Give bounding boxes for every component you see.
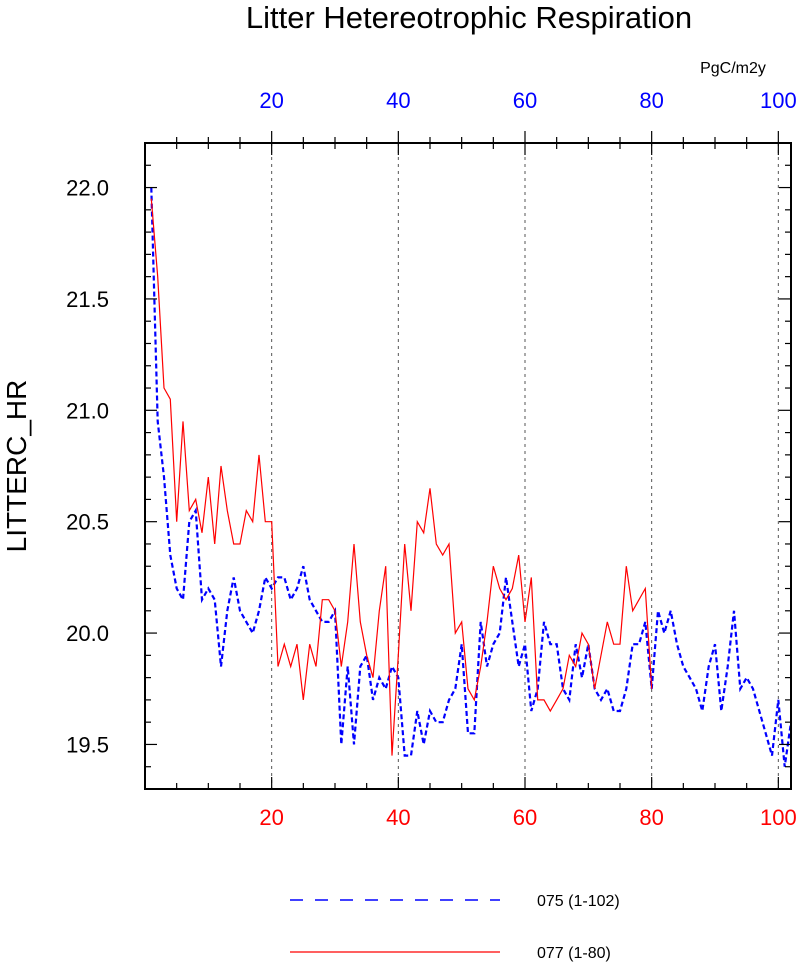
x-top-tick-label-40: 40 [386, 88, 410, 113]
y-tick-label-20.5: 20.5 [66, 510, 109, 535]
y-axis-label: LITTERC_HR [1, 380, 32, 553]
gridlines [271, 143, 779, 789]
y-tick-label-19.5: 19.5 [66, 732, 109, 757]
x-top-tick-label-20: 20 [259, 88, 283, 113]
x-bottom-tick-label-60: 60 [513, 805, 537, 830]
y-tick-label-20.0: 20.0 [66, 621, 109, 646]
series-line-075 [150, 187, 791, 767]
y-tick-label-21.0: 21.0 [66, 398, 109, 423]
series-line-077 [150, 198, 653, 756]
x-top-tick-label-100: 100 [760, 88, 797, 113]
x-bottom-tick-label-20: 20 [259, 805, 283, 830]
legend-label-077: 077 (1-80) [537, 945, 611, 962]
legend: 075 (1-102) 077 (1-80) [290, 893, 620, 962]
y-tick-label-22.0: 22.0 [66, 176, 109, 201]
x-top-tick-label-80: 80 [639, 88, 663, 113]
x-top-tick-label-60: 60 [513, 88, 537, 113]
plot-frame [144, 142, 792, 790]
ticks-layer [145, 131, 791, 790]
series-layer [150, 187, 791, 767]
x-bottom-tick-label-40: 40 [386, 805, 410, 830]
legend-label-075: 075 (1-102) [537, 893, 620, 910]
tick-labels-layer: 19.5 20.0 20.5 21.0 21.5 22.0 20 40 60 80 100 20 40 6… [66, 88, 797, 830]
x-bottom-tick-label-80: 80 [639, 805, 663, 830]
y-tick-label-21.5: 21.5 [66, 287, 109, 312]
x-bottom-tick-label-100: 100 [760, 805, 797, 830]
chart-title: Litter Hetereotrophic Respiration [246, 0, 692, 35]
top-axis-units: PgC/m2y [700, 60, 766, 77]
